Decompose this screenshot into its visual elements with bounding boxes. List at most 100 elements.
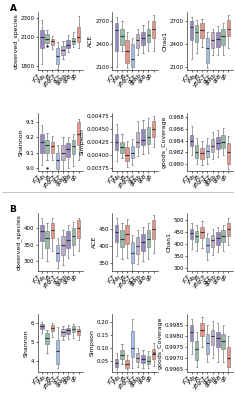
Y-axis label: Chao1: Chao1 (163, 31, 168, 51)
Bar (147, 230, 150, 248)
Bar (72, 326, 75, 332)
Bar (216, 32, 219, 47)
Bar (227, 223, 230, 236)
Bar (147, 127, 150, 144)
Bar (51, 223, 54, 238)
Bar (190, 135, 193, 146)
Bar (195, 25, 199, 42)
Bar (200, 323, 204, 336)
Bar (131, 242, 134, 263)
Bar (147, 356, 150, 364)
Bar (227, 347, 230, 366)
Bar (120, 230, 124, 248)
Y-axis label: goods_Coverage: goods_Coverage (157, 316, 163, 369)
Bar (211, 32, 214, 48)
Bar (115, 225, 118, 242)
Bar (131, 331, 134, 357)
Bar (206, 38, 209, 63)
Bar (72, 140, 75, 154)
Bar (51, 39, 54, 44)
Bar (77, 329, 80, 335)
Bar (221, 230, 225, 242)
Bar (61, 236, 65, 255)
Bar (115, 134, 118, 150)
Bar (206, 145, 209, 157)
Bar (216, 232, 219, 244)
Bar (72, 38, 75, 44)
Bar (131, 146, 134, 158)
Text: B: B (9, 205, 16, 214)
Y-axis label: observed_species: observed_species (16, 214, 22, 270)
Bar (141, 32, 145, 45)
Bar (56, 48, 59, 64)
Bar (56, 152, 59, 170)
Bar (216, 137, 219, 149)
Y-axis label: Simpson: Simpson (90, 329, 95, 356)
Bar (211, 140, 214, 152)
Y-axis label: Chao1: Chao1 (167, 232, 172, 252)
Y-axis label: goods_Coverage: goods_Coverage (161, 116, 166, 168)
Bar (67, 40, 70, 48)
Bar (152, 220, 155, 239)
Bar (120, 350, 124, 359)
Bar (152, 349, 155, 359)
Y-axis label: ACE: ACE (88, 35, 93, 48)
Bar (61, 145, 65, 160)
Bar (61, 329, 65, 336)
Bar (77, 27, 80, 42)
Bar (152, 21, 155, 38)
Bar (51, 142, 54, 152)
Bar (77, 220, 80, 238)
Bar (141, 355, 145, 363)
Bar (190, 326, 193, 341)
Bar (227, 20, 230, 36)
Bar (67, 232, 70, 248)
Bar (56, 340, 59, 364)
Bar (136, 353, 140, 362)
Bar (195, 231, 199, 242)
Bar (200, 23, 204, 38)
Bar (195, 341, 199, 360)
Bar (45, 140, 49, 152)
Text: A: A (9, 4, 16, 13)
Bar (125, 360, 129, 368)
Bar (40, 225, 43, 242)
Bar (141, 129, 145, 145)
Bar (40, 134, 43, 152)
Bar (115, 23, 118, 52)
Bar (56, 245, 59, 262)
Bar (120, 29, 124, 45)
Bar (206, 238, 209, 252)
Bar (61, 46, 65, 55)
Bar (190, 21, 193, 40)
Bar (211, 234, 214, 247)
Bar (211, 330, 214, 345)
Bar (125, 40, 129, 63)
Y-axis label: Shannon: Shannon (24, 329, 29, 356)
Bar (131, 44, 134, 67)
Y-axis label: Shannon: Shannon (19, 128, 24, 156)
Bar (72, 228, 75, 245)
Bar (147, 29, 150, 42)
Bar (227, 144, 230, 164)
Bar (216, 332, 219, 347)
Bar (195, 145, 199, 158)
Bar (221, 135, 225, 148)
Bar (120, 142, 124, 153)
Bar (115, 358, 118, 367)
Bar (206, 334, 209, 354)
Bar (77, 122, 80, 145)
Bar (40, 324, 43, 329)
Bar (200, 227, 204, 238)
Y-axis label: ACE: ACE (92, 236, 97, 248)
Bar (51, 325, 54, 332)
Bar (125, 148, 129, 160)
Y-axis label: observed_species: observed_species (13, 13, 18, 69)
Bar (40, 30, 43, 48)
Bar (152, 121, 155, 137)
Bar (136, 132, 140, 148)
Bar (141, 234, 145, 251)
Bar (67, 328, 70, 334)
Bar (45, 333, 49, 344)
Bar (200, 148, 204, 159)
